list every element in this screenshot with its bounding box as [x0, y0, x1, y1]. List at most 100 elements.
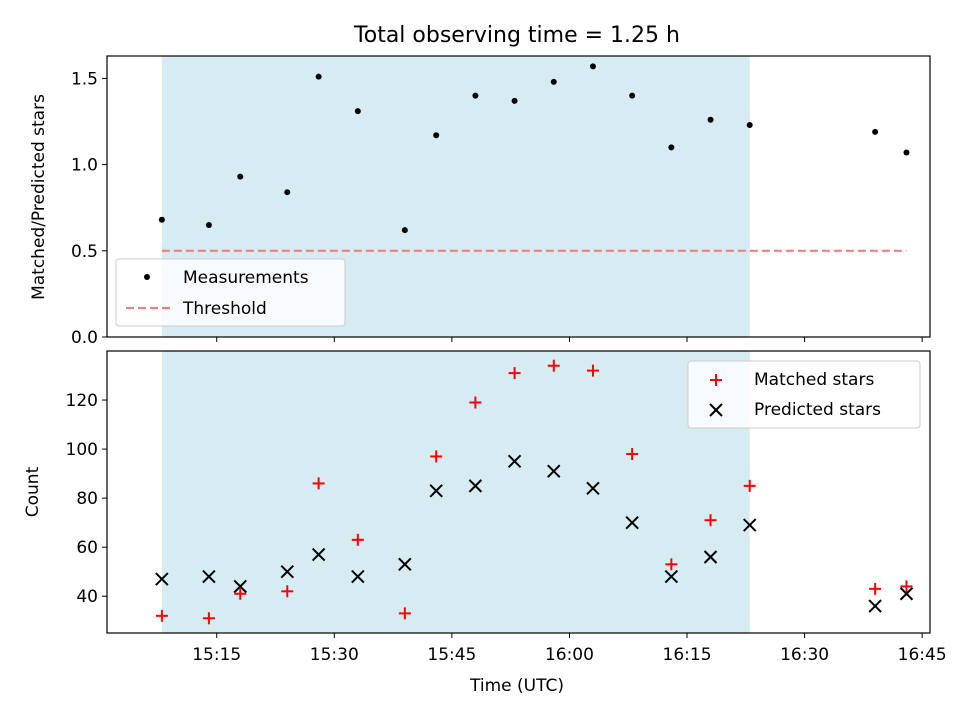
bottom-y-tick-label: 120: [66, 391, 98, 411]
predicted-x-stroke: [507, 454, 522, 469]
matched-stars-point: [202, 612, 215, 625]
predicted-stars-point: [155, 572, 169, 586]
bottom-ylabel: Count: [23, 466, 43, 517]
measurement-point: [629, 92, 636, 99]
top-legend-box: [115, 258, 346, 327]
predicted-x-stroke: [743, 518, 757, 532]
predicted-stars-point: [625, 515, 639, 530]
predicted-stars-point: [899, 587, 914, 601]
measurement-point: [472, 92, 479, 99]
top-axes-frame: [106, 55, 931, 338]
predicted-x-stroke: [429, 484, 443, 498]
matched-stars-point: [351, 533, 364, 546]
predicted-stars-point: [233, 579, 247, 594]
top-y-tick-label: 1.0: [71, 156, 98, 176]
bottom-shaded-interval: [161, 351, 750, 633]
predicted-x-stroke: [899, 587, 914, 601]
predicted-x-stroke: [703, 550, 718, 564]
legend-threshold: Threshold: [182, 299, 267, 319]
x-tick-label: 16:00: [545, 645, 594, 665]
predicted-x-stroke: [280, 564, 294, 579]
predicted-x-stroke: [233, 579, 247, 594]
measurement-point: [433, 132, 440, 139]
measurement-point: [511, 97, 518, 104]
predicted-stars-point: [703, 550, 718, 564]
matched-stars-point: [665, 558, 678, 571]
x-tick-label: 16:15: [663, 645, 712, 665]
top-y-tick-label: 1.5: [71, 69, 98, 89]
predicted-stars-point: [468, 479, 483, 493]
matched-stars-point: [234, 587, 247, 600]
predicted-stars-point: [586, 481, 600, 496]
predicted-x-stroke: [586, 481, 600, 496]
measurement-point: [205, 221, 212, 228]
matched-stars-point: [743, 479, 756, 492]
measurement-point: [746, 121, 753, 128]
predicted-x-stroke: [202, 569, 216, 584]
top-legend: Measurements Threshold: [115, 258, 346, 327]
predicted-stars-point: [507, 454, 522, 469]
matched-stars-point: [469, 396, 482, 409]
top-x-ticks: [216, 337, 923, 342]
measurement-point: [872, 128, 879, 135]
measurement-point: [237, 173, 244, 180]
matched-stars-point: [312, 477, 325, 490]
predicted-x-stroke: [468, 479, 483, 493]
predicted-x-stroke: [664, 569, 679, 584]
top-y-ticks: 0.0 0.5 1.0 1.5: [71, 69, 107, 348]
predicted-x-stroke: [625, 515, 639, 530]
matched-stars-point: [704, 514, 717, 527]
matched-stars-point: [155, 609, 168, 622]
x-tick-label: 16:30: [780, 645, 829, 665]
matched-stars-point: [281, 585, 294, 598]
matched-stars-point: [508, 367, 521, 380]
matched-legend-marker: [710, 374, 722, 386]
predicted-stars-point: [664, 569, 679, 584]
measurement-point: [284, 189, 291, 196]
predicted-stars-point: [398, 557, 412, 572]
predicted-stars-point: [429, 484, 443, 498]
predicted-x-stroke: [155, 572, 169, 586]
predicted-x-stroke: [868, 599, 882, 613]
xlabel: Time (UTC): [469, 676, 564, 696]
measurement-point: [668, 144, 675, 151]
bottom-y-tick-label: 80: [76, 489, 98, 509]
bottom-legend: Matched stars Predicted stars: [687, 360, 921, 429]
predicted-stars-point: [743, 518, 757, 532]
predicted-x-stroke: [311, 547, 326, 562]
bottom-y-ticks: 40 60 80 100 120: [66, 391, 107, 607]
bottom-y-tick-label: 60: [76, 538, 98, 558]
predicted-stars-point: [547, 464, 561, 478]
measurement-point: [354, 108, 361, 115]
predicted-legend-marker: [709, 403, 723, 417]
x-tick-label: 15:45: [427, 645, 476, 665]
legend-matched: Matched stars: [754, 370, 874, 390]
bottom-legend-box: [687, 360, 921, 429]
bottom-panel: 40 60 80 100 120 15:15 15:30 15:45 16:00 16:15 16…: [23, 350, 947, 696]
bottom-x-ticks: 15:15 15:30 15:45 16:00 16:15 16:30 16:45: [192, 633, 947, 665]
legend-measurements: Measurements: [183, 268, 309, 288]
measurement-point: [401, 227, 408, 234]
matched-stars-point: [398, 607, 411, 620]
matched-stars-point: [626, 447, 639, 460]
measurement-point: [903, 149, 910, 156]
measurement-points: [158, 63, 910, 234]
bottom-y-tick-label: 100: [66, 440, 98, 460]
measurement-point: [707, 116, 714, 123]
predicted-x-stroke: [547, 464, 561, 478]
bottom-axes-frame: [106, 350, 931, 634]
measurement-point: [550, 78, 557, 85]
predicted-stars-point: [311, 547, 326, 562]
predicted-x-stroke: [351, 569, 365, 584]
measurement-point: [589, 63, 596, 70]
top-y-tick-label: 0.5: [71, 242, 98, 262]
predicted-x-stroke: [398, 557, 412, 572]
legend-predicted: Predicted stars: [754, 400, 881, 420]
measurements-legend-marker: [144, 274, 150, 280]
measurement-point: [158, 216, 165, 223]
predicted-stars-point: [280, 564, 294, 579]
top-ylabel: Matched/Predicted stars: [29, 94, 49, 300]
x-tick-label: 15:30: [310, 645, 359, 665]
figure-title: Total observing time = 1.25 h: [353, 23, 680, 48]
